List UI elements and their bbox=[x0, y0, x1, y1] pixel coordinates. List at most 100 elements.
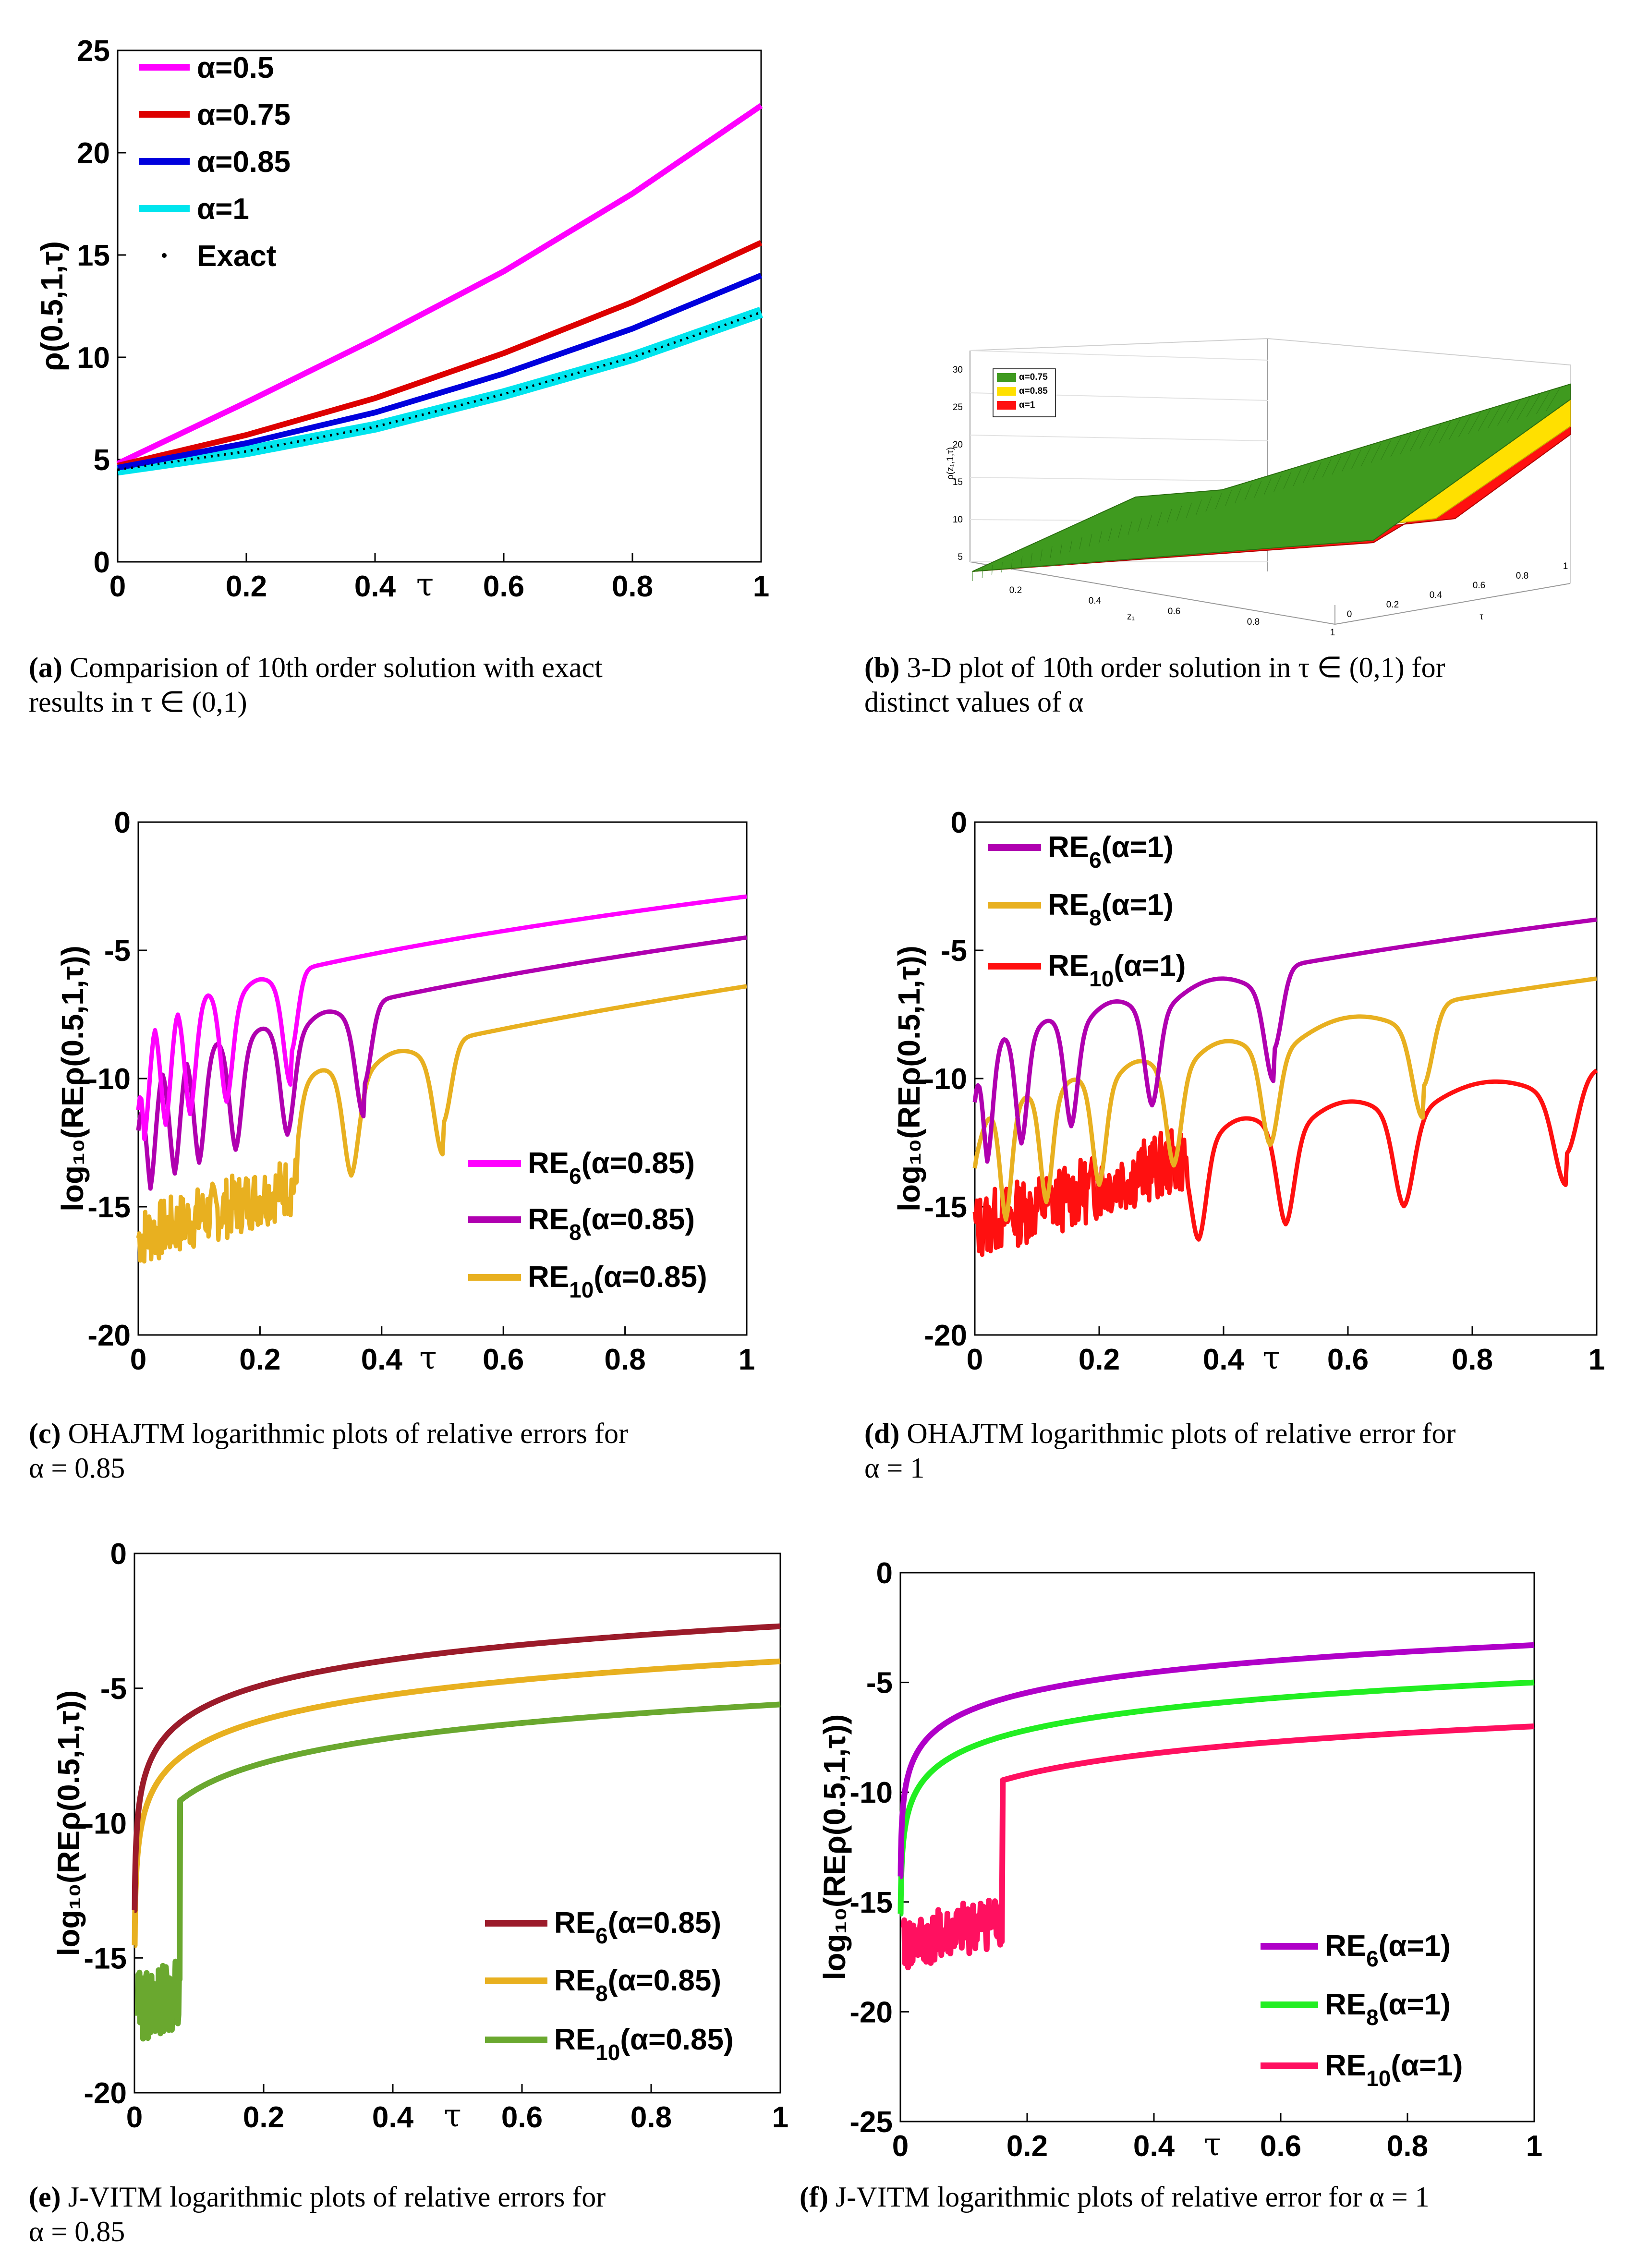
x-tick-label: 0.8 bbox=[1387, 2130, 1428, 2163]
x-tick-label: 0.2 bbox=[1079, 1343, 1120, 1376]
y-tick-label: -15 bbox=[84, 1942, 127, 1975]
mesh-line bbox=[1322, 459, 1332, 478]
mesh-line bbox=[1137, 518, 1142, 533]
legend-label: α=1 bbox=[197, 193, 249, 226]
x-tick-label: 1 bbox=[1330, 628, 1335, 638]
series-line bbox=[972, 1068, 1598, 1257]
caption-line: α = 0.85 bbox=[29, 1452, 125, 1484]
x-tick-label: 0.8 bbox=[1452, 1343, 1493, 1376]
y-tick-label: -10 bbox=[849, 1776, 893, 1809]
legend-entry: RE10(α=0.85) bbox=[528, 1261, 707, 1302]
legend-name: RE bbox=[554, 1964, 595, 1997]
legend-entry: RE8(α=1) bbox=[1325, 1988, 1451, 2030]
mesh-line bbox=[1516, 396, 1531, 420]
legend-subscript: 10 bbox=[595, 2040, 620, 2065]
caption-label: (f) bbox=[800, 2181, 828, 2213]
z-tick-label: 20 bbox=[953, 440, 963, 450]
mesh-line bbox=[1478, 409, 1491, 432]
y-tick-label: 15 bbox=[77, 239, 110, 272]
caption-text: 3-D plot of 10th order solution in τ ∈ (… bbox=[907, 652, 1445, 683]
z-tick-label: 25 bbox=[953, 402, 963, 412]
legend-name: RE bbox=[1048, 949, 1089, 982]
x-tick-label: 0.4 bbox=[1203, 1343, 1245, 1376]
y-tick-label: 0 bbox=[110, 1538, 127, 1571]
series-line bbox=[117, 240, 763, 469]
z-tick-label: 5 bbox=[958, 552, 963, 562]
mesh-line bbox=[1128, 521, 1132, 535]
legend-name: RE bbox=[1325, 1988, 1366, 2021]
series-line bbox=[972, 917, 1598, 1164]
x-tick-label: 0.2 bbox=[243, 2101, 284, 2134]
x-tick-label: 0.2 bbox=[1009, 585, 1022, 595]
x-tick-label: 1 bbox=[1526, 2130, 1542, 2163]
caption-text: results in τ ∈ (0,1) bbox=[29, 686, 247, 718]
mesh-line bbox=[1439, 421, 1451, 443]
legend-label: Exact bbox=[197, 240, 276, 273]
legend-suffix: (α=0.85) bbox=[582, 1147, 695, 1180]
x-axis-label: τ bbox=[444, 2097, 461, 2134]
box-edges bbox=[970, 339, 1571, 625]
x-tick-label: 0.6 bbox=[1168, 606, 1180, 617]
x-tick-label: 0 bbox=[109, 570, 126, 603]
y-axis-label: log₁₀(REρ(0.5,1,τ)) bbox=[55, 946, 90, 1212]
caption-text: distinct values of α bbox=[864, 686, 1083, 718]
y-tick-label: 0.8 bbox=[1516, 571, 1528, 581]
mesh-line bbox=[1342, 452, 1351, 472]
mesh-line bbox=[1507, 400, 1521, 423]
mesh-line bbox=[1225, 490, 1232, 507]
y-tick-label: -20 bbox=[924, 1319, 967, 1352]
series-line bbox=[136, 935, 748, 1191]
legend-entry: RE10(α=1) bbox=[1048, 949, 1186, 991]
mesh-line bbox=[1419, 427, 1431, 449]
chart-d: 0 0.2 0.4 0.6 0.8 10-5-10-15-20τlog₁₀(REρ(0.5… bbox=[864, 806, 1605, 1484]
z-axis-label: ρ(z₁,1,τ) bbox=[946, 447, 956, 480]
grid-line bbox=[970, 350, 1268, 361]
mesh-line bbox=[1283, 471, 1292, 489]
x-tick-label: 0.8 bbox=[631, 2101, 672, 2134]
legend-suffix: (α=1) bbox=[1114, 949, 1186, 982]
chart-e: 0 0.2 0.4 0.6 0.8 10-5-10-15-20τlog₁₀(REρ(0.5… bbox=[29, 1538, 788, 2247]
legend-swatch bbox=[997, 387, 1016, 396]
grid-line bbox=[970, 435, 1268, 441]
mesh-line bbox=[1215, 493, 1222, 509]
y-tick-label: 10 bbox=[77, 341, 110, 375]
caption-text: α = 0.85 bbox=[29, 1452, 125, 1484]
caption-line: (b) 3-D plot of 10th order solution in τ… bbox=[864, 652, 1445, 683]
mesh-line bbox=[1040, 549, 1043, 561]
caption-text: α = 1 bbox=[864, 1452, 924, 1484]
mesh-line bbox=[1400, 434, 1411, 455]
mesh-line bbox=[1186, 502, 1192, 518]
caption-line: α = 0.85 bbox=[29, 2216, 125, 2247]
x-tick-label: 0.6 bbox=[1260, 2130, 1301, 2163]
x-tick-label: 0.6 bbox=[1327, 1343, 1369, 1376]
z-tick-label: 15 bbox=[953, 477, 963, 487]
caption-label: (a) bbox=[29, 652, 62, 683]
x-tick-label: 1 bbox=[753, 570, 769, 603]
legend-swatch bbox=[997, 401, 1016, 410]
caption-line: results in τ ∈ (0,1) bbox=[29, 686, 247, 718]
mesh-line bbox=[1381, 440, 1391, 461]
y-tick-label: -25 bbox=[849, 2106, 893, 2139]
y-tick-label: -5 bbox=[104, 934, 131, 968]
y-tick-label: -10 bbox=[924, 1063, 967, 1096]
y-tick-label: -15 bbox=[87, 1191, 131, 1224]
x-axis-label: τ bbox=[1204, 2126, 1222, 2163]
legend-suffix: (α=1) bbox=[1102, 888, 1174, 922]
legend-label: α=0.85 bbox=[197, 146, 291, 179]
mesh-line bbox=[1176, 506, 1182, 521]
plot-frame-a bbox=[117, 49, 762, 563]
series-line bbox=[897, 1679, 1535, 1917]
caption-line: (a) Comparision of 10th order solution w… bbox=[29, 652, 603, 683]
caption-line: distinct values of α bbox=[864, 686, 1083, 718]
y-tick-label: 20 bbox=[77, 137, 110, 170]
legend-suffix: (α=1) bbox=[1379, 1929, 1451, 1963]
chart-b: 5 10 15 20 25 30 ρ(z₁,1,τ) 0.2 0.4 0.6 0.8 1 z₁ 0 0.2 0… bbox=[864, 338, 1571, 718]
chart-f: 0 0.2 0.4 0.6 0.8 10-5-10-15-20-25τlog₁₀(REρ(… bbox=[800, 1557, 1542, 2213]
legend-subscript: 8 bbox=[569, 1220, 582, 1245]
mesh-line bbox=[1390, 437, 1401, 458]
mesh-line bbox=[1205, 496, 1212, 512]
mesh-line bbox=[1293, 468, 1302, 486]
legend-subscript: 6 bbox=[1089, 848, 1102, 873]
mesh-line bbox=[1050, 546, 1053, 558]
